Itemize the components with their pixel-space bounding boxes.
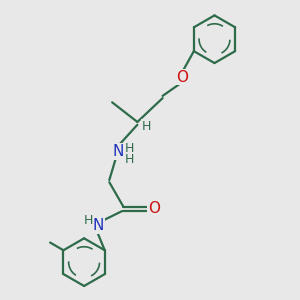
Text: N: N bbox=[92, 218, 104, 233]
Text: O: O bbox=[176, 70, 188, 85]
Text: H: H bbox=[125, 142, 134, 155]
Text: H: H bbox=[84, 214, 93, 227]
Text: H: H bbox=[125, 153, 134, 166]
Text: N: N bbox=[112, 144, 123, 159]
Text: H: H bbox=[142, 120, 151, 133]
Text: O: O bbox=[148, 201, 160, 216]
